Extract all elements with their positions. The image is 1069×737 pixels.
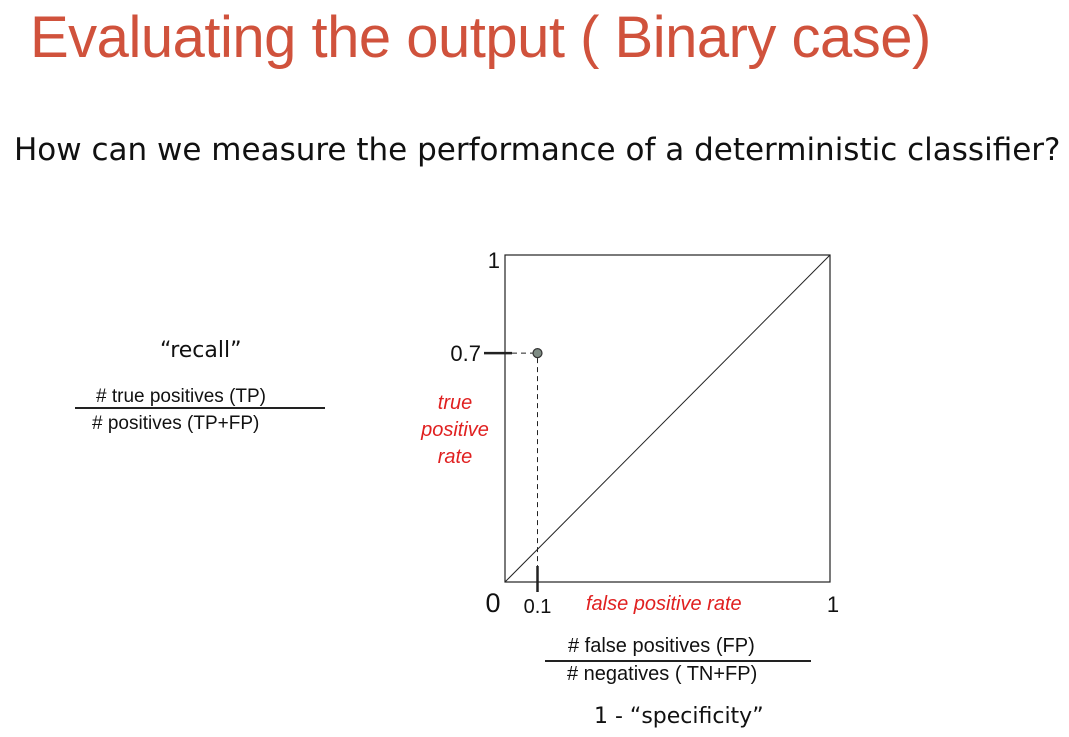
recall-numerator: # true positives (TP) xyxy=(96,386,266,407)
y-tick-label-1: 1 xyxy=(488,248,500,273)
recall-fraction-bar xyxy=(75,407,325,409)
origin-label: 0 xyxy=(485,588,500,618)
y-axis-label: true positive rate xyxy=(410,390,500,471)
slide-title: Evaluating the output ( Binary case) xyxy=(30,5,931,70)
fpr-denominator: # negatives ( TN+FP) xyxy=(567,663,758,685)
y-axis-label-line: positive xyxy=(421,419,489,441)
y-tick-label-0.7: 0.7 xyxy=(450,341,481,366)
diagonal-line xyxy=(504,254,831,583)
x-axis-label: false positive rate xyxy=(586,593,742,615)
plot-frame xyxy=(504,254,831,583)
y-axis-label-line: true xyxy=(437,392,473,414)
y-axis-label-line: rate xyxy=(437,446,473,468)
fpr-fraction-bar xyxy=(545,660,811,662)
x-tick-label-0.1: 0.1 xyxy=(524,596,552,618)
specificity-note: 1 - “specificity” xyxy=(594,704,764,729)
recall-label: “recall” xyxy=(160,338,242,363)
x-tick-label-1: 1 xyxy=(827,592,839,617)
recall-denominator: # positives (TP+FP) xyxy=(92,413,260,434)
data-point xyxy=(532,348,543,359)
slide-subtitle: How can we measure the performance of a … xyxy=(14,132,1061,168)
fpr-numerator: # false positives (FP) xyxy=(568,635,755,657)
